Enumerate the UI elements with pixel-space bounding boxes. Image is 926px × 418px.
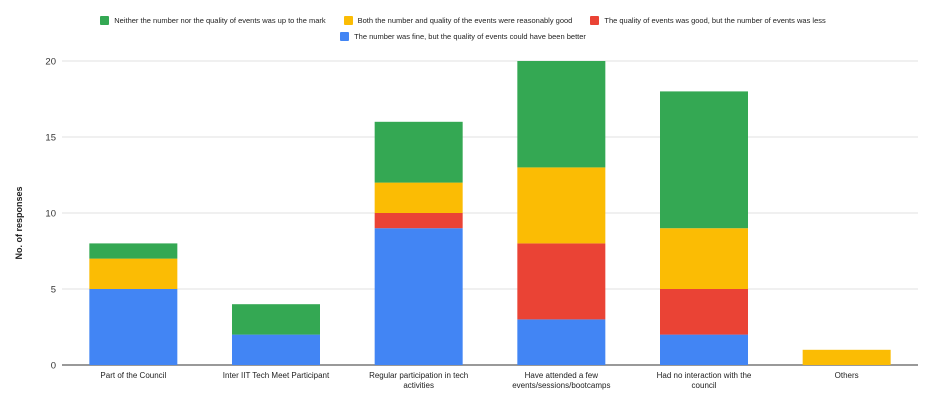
y-tick-label: 5 <box>51 285 56 296</box>
y-tick-label: 0 <box>51 361 56 372</box>
legend-row-2: The number was fine, but the quality of … <box>0 28 926 44</box>
bar-segment-cat3-series3 <box>517 61 606 168</box>
x-category-label: Had no interaction with the <box>657 371 752 380</box>
bar-segment-cat2-series3 <box>374 121 463 183</box>
legend-item-both: Both the number and quality of the event… <box>343 15 573 25</box>
bar-segment-cat3-series1 <box>517 243 606 320</box>
bar-segment-cat3-series0 <box>517 319 606 365</box>
chart-legend: Neither the number nor the quality of ev… <box>0 0 926 44</box>
bar-segment-cat2-series2 <box>374 182 463 213</box>
legend-swatch-neither <box>100 15 110 25</box>
x-category-label: Part of the Council <box>100 371 166 380</box>
legend-row-1: Neither the number nor the quality of ev… <box>0 12 926 28</box>
bar-segment-cat4-series2 <box>660 228 748 289</box>
legend-label-number-fine: The number was fine, but the quality of … <box>354 31 586 41</box>
x-axis-categories: Part of the Council Inter IIT Tech Meet P… <box>100 371 858 390</box>
bar-segment-cat0-series3 <box>89 243 178 259</box>
legend-item-quality-good: The quality of events was good, but the … <box>590 15 826 25</box>
x-category-label: Inter IIT Tech Meet Participant <box>223 371 330 380</box>
x-category-label: Have attended a few <box>525 371 599 380</box>
y-axis-ticks: 0 5 10 15 20 <box>45 57 56 372</box>
y-tick-label: 20 <box>45 57 56 68</box>
legend-swatch-quality-good <box>590 15 600 25</box>
bar-segment-cat2-series0 <box>374 228 463 365</box>
x-category-label: activities <box>403 381 434 390</box>
x-category-label: council <box>692 381 717 390</box>
y-tick-label: 15 <box>45 133 56 144</box>
bar-segment-cat4-series1 <box>660 289 748 335</box>
y-tick-label: 10 <box>45 209 56 220</box>
bar-segment-cat0-series2 <box>89 258 178 289</box>
x-category-label: Others <box>835 371 859 380</box>
x-category-label: events/sessions/bootcamps <box>512 381 610 390</box>
bar-segment-cat5-series2 <box>802 349 891 365</box>
legend-item-neither: Neither the number nor the quality of ev… <box>100 15 326 25</box>
bar-segment-cat4-series3 <box>660 91 748 229</box>
legend-label-neither: Neither the number nor the quality of ev… <box>114 15 326 25</box>
bar-segment-cat2-series1 <box>374 213 463 229</box>
legend-item-number-fine: The number was fine, but the quality of … <box>340 31 586 41</box>
bar-segment-cat4-series0 <box>660 334 748 365</box>
bar-segment-cat3-series2 <box>517 167 606 244</box>
legend-swatch-both <box>343 15 353 25</box>
bar-segment-cat0-series0 <box>89 289 178 365</box>
bar-segment-cat1-series3 <box>232 304 320 335</box>
bars <box>89 61 891 365</box>
x-category-label: Regular participation in tech <box>369 371 468 380</box>
bar-segment-cat1-series0 <box>232 334 320 365</box>
y-axis-label: No. of responses <box>14 186 24 259</box>
legend-label-quality-good: The quality of events was good, but the … <box>604 15 826 25</box>
legend-swatch-number-fine <box>340 31 350 41</box>
legend-label-both: Both the number and quality of the event… <box>357 15 573 25</box>
gridlines <box>62 60 918 366</box>
